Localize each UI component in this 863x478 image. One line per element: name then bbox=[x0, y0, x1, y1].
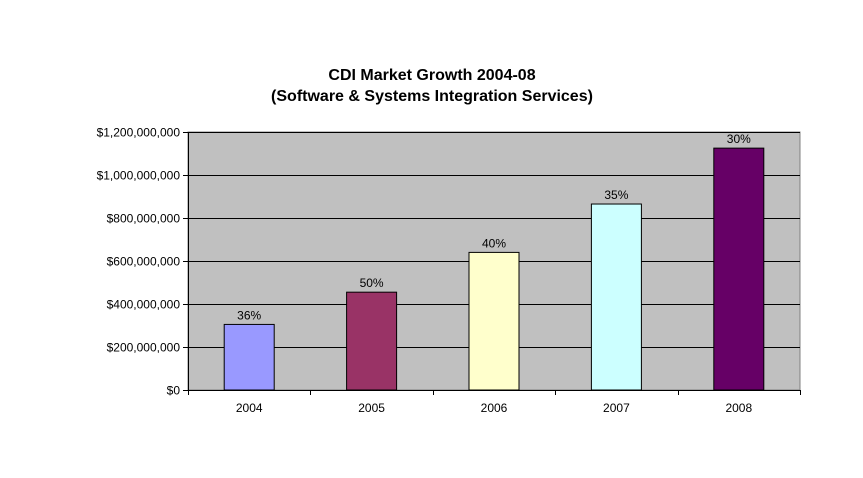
data-label-2005: 50% bbox=[360, 276, 384, 290]
y-tick-label: $200,000,000 bbox=[107, 341, 181, 355]
y-tick-label: $400,000,000 bbox=[107, 298, 181, 312]
y-tick-label: $1,000,000,000 bbox=[97, 169, 181, 183]
bar-2007 bbox=[590, 203, 642, 391]
data-label-2008: 30% bbox=[727, 132, 751, 146]
bar-2006 bbox=[468, 251, 520, 391]
x-tick-label-2007: 2007 bbox=[603, 401, 630, 415]
y-tick-label: $800,000,000 bbox=[107, 212, 181, 226]
x-tick-label-2005: 2005 bbox=[358, 401, 385, 415]
bars: 36% 50% 40% 35% 30% bbox=[223, 132, 765, 391]
gridlines bbox=[188, 132, 800, 348]
x-tick-label-2004: 2004 bbox=[236, 401, 263, 415]
axes: $0 $200,000,000 $400,000,000 $600,000,000 $8… bbox=[97, 126, 801, 415]
bar-2004 bbox=[223, 323, 275, 391]
x-tick-label-2008: 2008 bbox=[725, 401, 752, 415]
data-label-2007: 35% bbox=[604, 188, 628, 202]
y-tick-label: $600,000,000 bbox=[107, 255, 181, 269]
data-label-2006: 40% bbox=[482, 236, 506, 250]
chart-title: CDI Market Growth 2004-08 bbox=[328, 67, 535, 84]
chart-subtitle: (Software & Systems Integration Services… bbox=[271, 88, 593, 105]
bar-2005 bbox=[346, 291, 398, 391]
data-label-2004: 36% bbox=[237, 308, 261, 322]
y-tick-label: $1,200,000,000 bbox=[97, 126, 181, 140]
bar-2008 bbox=[713, 147, 765, 391]
x-tick-label-2006: 2006 bbox=[481, 401, 508, 415]
y-tick-label: $0 bbox=[167, 384, 181, 398]
